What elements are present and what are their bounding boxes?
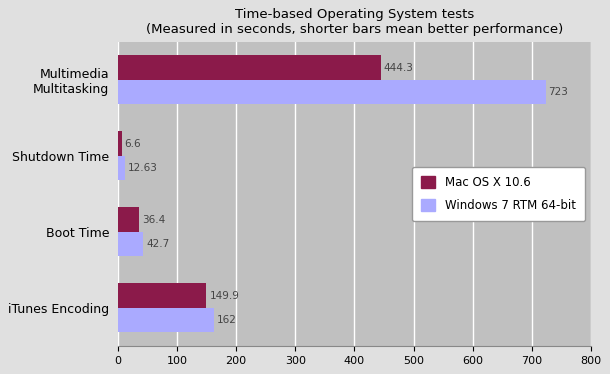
Text: 444.3: 444.3 [384, 63, 414, 73]
Bar [118, 232, 143, 256]
Text: 42.7: 42.7 [146, 239, 169, 249]
Bar [118, 156, 125, 180]
Title: Time-based Operating System tests
(Measured in seconds, shorter bars mean better: Time-based Operating System tests (Measu… [146, 8, 563, 36]
Text: 162: 162 [217, 315, 237, 325]
Bar [118, 208, 139, 232]
Text: 723: 723 [548, 87, 569, 97]
Text: 36.4: 36.4 [142, 215, 165, 225]
Bar [118, 308, 214, 332]
Legend: Mac OS X 10.6, Windows 7 RTM 64-bit: Mac OS X 10.6, Windows 7 RTM 64-bit [412, 166, 585, 221]
Bar [118, 132, 122, 156]
Bar [118, 80, 545, 104]
Text: 12.63: 12.63 [128, 163, 158, 173]
Text: 149.9: 149.9 [209, 291, 239, 301]
Text: 6.6: 6.6 [124, 139, 142, 148]
Bar [118, 283, 206, 308]
Bar [118, 55, 381, 80]
